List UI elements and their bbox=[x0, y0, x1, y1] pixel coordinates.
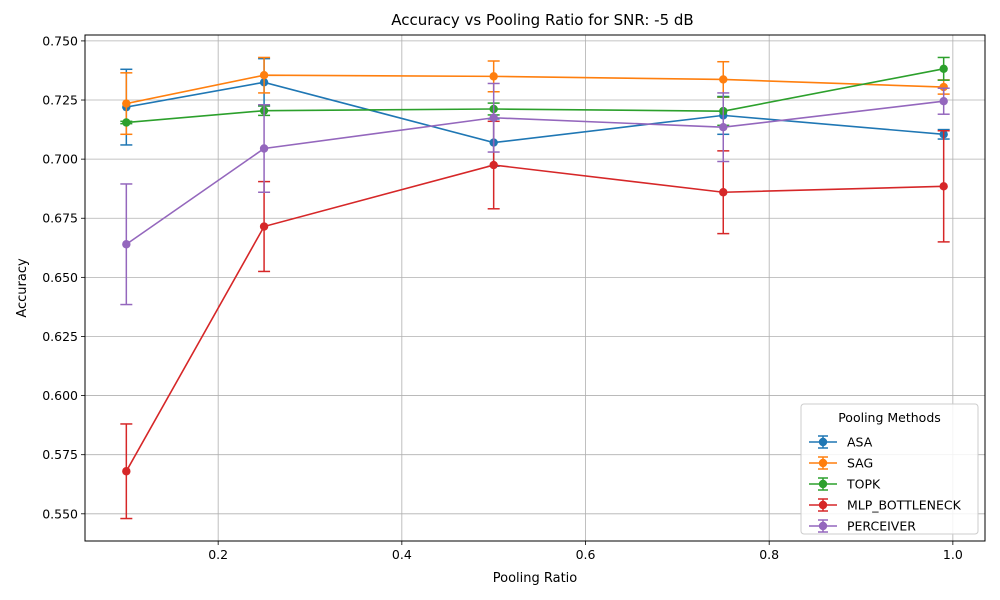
x-tick-label: 0.4 bbox=[392, 547, 412, 562]
y-tick-label: 0.700 bbox=[42, 152, 78, 167]
legend-label: ASA bbox=[847, 435, 873, 450]
grid bbox=[85, 35, 985, 541]
legend-marker bbox=[818, 479, 828, 489]
legend-item-sag: SAG bbox=[809, 456, 873, 471]
y-tick-label: 0.750 bbox=[42, 33, 78, 48]
data-point bbox=[259, 144, 269, 153]
y-tick-label: 0.675 bbox=[42, 211, 78, 226]
legend: Pooling Methods ASA SAG TOPK MLP_BOTTLENECK P… bbox=[800, 403, 979, 535]
x-tick-label: 0.8 bbox=[759, 547, 779, 562]
legend-title: Pooling Methods bbox=[838, 410, 941, 425]
y-axis-label: Accuracy bbox=[15, 258, 30, 318]
data-point bbox=[489, 72, 498, 81]
legend-item-mlp-bottleneck: MLP_BOTTLENECK bbox=[809, 498, 962, 513]
y-tick-label: 0.575 bbox=[42, 447, 78, 462]
axes-ticks: 0.2 0.4 0.6 0.8 1.0 0.550 0.575 0.600 0.625 0.650… bbox=[42, 33, 963, 562]
legend-marker bbox=[818, 458, 828, 468]
data-point bbox=[489, 160, 498, 170]
y-tick-label: 0.550 bbox=[42, 506, 78, 521]
legend-label: SAG bbox=[847, 456, 873, 471]
x-tick-label: 0.6 bbox=[576, 547, 596, 562]
data-point bbox=[122, 467, 131, 476]
chart-title: Accuracy vs Pooling Ratio for SNR: -5 dB bbox=[391, 11, 693, 29]
plot-frame bbox=[84, 34, 986, 542]
series-perceiver bbox=[120, 82, 950, 306]
legend-marker bbox=[818, 521, 828, 531]
y-tick-label: 0.650 bbox=[42, 270, 78, 285]
series-layer bbox=[120, 56, 950, 520]
legend-item-topk: TOPK bbox=[809, 477, 881, 492]
x-tick-label: 1.0 bbox=[943, 547, 963, 562]
data-point bbox=[122, 99, 131, 108]
legend-box bbox=[800, 403, 979, 535]
legend-label: TOPK bbox=[846, 477, 881, 492]
data-point bbox=[259, 70, 269, 80]
legend-item-asa: ASA bbox=[809, 435, 873, 450]
legend-marker bbox=[818, 500, 828, 510]
x-tick-label: 0.2 bbox=[208, 547, 228, 562]
data-point bbox=[122, 118, 131, 127]
data-point bbox=[719, 188, 728, 197]
data-point bbox=[719, 75, 728, 84]
series-sag bbox=[120, 56, 950, 136]
legend-label: PERCEIVER bbox=[847, 519, 916, 534]
legend-item-perceiver: PERCEIVER bbox=[809, 519, 916, 534]
y-tick-label: 0.725 bbox=[42, 93, 78, 108]
legend-label: MLP_BOTTLENECK bbox=[847, 498, 962, 513]
data-point bbox=[122, 240, 131, 249]
data-point bbox=[939, 97, 948, 106]
data-point bbox=[719, 123, 728, 132]
data-point bbox=[939, 182, 948, 191]
legend-marker bbox=[818, 437, 828, 447]
x-axis-label: Pooling Ratio bbox=[493, 571, 578, 586]
y-tick-label: 0.625 bbox=[42, 329, 78, 344]
data-point bbox=[939, 82, 948, 92]
data-point bbox=[259, 222, 269, 231]
y-tick-label: 0.600 bbox=[42, 388, 78, 403]
data-point bbox=[939, 64, 948, 74]
data-point bbox=[489, 113, 498, 122]
